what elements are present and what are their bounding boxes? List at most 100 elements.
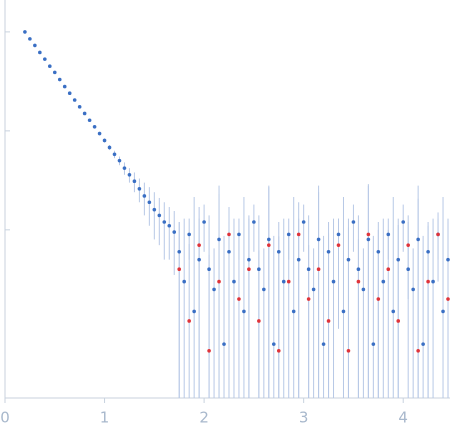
data-point: [237, 297, 241, 301]
data-point: [446, 257, 450, 262]
data-point: [257, 319, 261, 323]
data-point: [386, 267, 391, 272]
data-point: [197, 243, 201, 247]
data-point: [107, 145, 112, 150]
data-point: [117, 158, 122, 163]
data-point: [147, 200, 152, 205]
data-point: [92, 124, 97, 129]
data-point: [436, 232, 440, 237]
data-point: [346, 348, 351, 353]
data-point: [227, 232, 231, 237]
data-point: [306, 267, 311, 272]
data-point: [77, 105, 82, 109]
x-tick-label: 4: [398, 409, 408, 427]
data-point: [366, 237, 371, 242]
data-point: [207, 267, 211, 272]
data-point: [411, 287, 415, 292]
data-point: [87, 118, 92, 123]
data-point: [286, 232, 291, 237]
data-point: [177, 267, 182, 272]
data-point: [346, 257, 351, 262]
data-point: [177, 250, 182, 254]
data-point: [316, 237, 321, 242]
data-point: [301, 220, 306, 224]
data-point: [187, 319, 191, 323]
data-point: [23, 30, 27, 34]
data-point: [28, 37, 32, 41]
data-point: [416, 348, 420, 353]
data-point: [57, 77, 62, 82]
data-point: [386, 232, 391, 237]
data-point: [67, 91, 72, 96]
data-point: [406, 243, 410, 247]
x-tick-label: 0: [0, 409, 10, 427]
data-point: [257, 267, 261, 272]
data-point: [281, 279, 286, 284]
data-point: [426, 250, 430, 254]
data-point: [232, 279, 236, 284]
plot-area: [23, 30, 450, 398]
data-point: [351, 220, 356, 224]
data-point: [286, 279, 291, 284]
data-point: [262, 287, 266, 292]
x-tick-label: 3: [299, 409, 309, 427]
data-point: [167, 223, 172, 228]
data-point: [296, 257, 301, 262]
data-point: [421, 342, 425, 346]
data-point: [38, 50, 42, 55]
data-point: [97, 131, 102, 136]
data-point: [52, 70, 57, 75]
data-point: [197, 257, 201, 262]
data-point: [316, 267, 321, 272]
data-point: [321, 342, 326, 346]
data-point: [426, 279, 430, 284]
data-point: [142, 194, 147, 198]
data-point: [356, 279, 361, 284]
data-point: [391, 309, 396, 314]
data-point: [217, 279, 221, 284]
data-point: [172, 230, 177, 234]
data-point: [227, 250, 231, 254]
data-point: [396, 319, 401, 323]
data-point: [336, 243, 341, 247]
data-point: [237, 232, 241, 237]
data-point: [326, 319, 331, 323]
data-point: [381, 279, 386, 284]
data-point: [441, 309, 445, 314]
data-point: [82, 111, 87, 116]
data-point: [152, 207, 157, 212]
data-point: [276, 348, 281, 353]
data-point: [212, 287, 216, 292]
data-point: [192, 309, 196, 314]
data-point: [222, 342, 226, 346]
data-point: [267, 243, 271, 247]
data-point: [247, 257, 251, 262]
data-point: [271, 342, 276, 346]
data-point: [252, 220, 256, 224]
data-point: [187, 232, 191, 237]
data-point: [202, 220, 206, 224]
data-point: [207, 348, 211, 353]
x-tick-label: 1: [100, 409, 110, 427]
data-point: [267, 237, 271, 242]
data-point: [361, 287, 366, 292]
data-point: [62, 84, 67, 89]
data-point: [446, 297, 450, 301]
data-point: [47, 64, 52, 69]
x-tick-label: 2: [199, 409, 209, 427]
data-point: [182, 279, 186, 284]
data-point: [112, 152, 117, 157]
data-point: [242, 309, 246, 314]
data-point: [376, 250, 381, 254]
data-point: [336, 232, 341, 237]
data-point: [371, 342, 376, 346]
data-point: [376, 297, 381, 301]
data-point: [341, 309, 346, 314]
data-point: [331, 279, 336, 284]
data-point: [291, 309, 296, 314]
data-point: [406, 267, 410, 272]
data-point: [162, 220, 167, 224]
data-point: [157, 213, 162, 218]
data-point: [127, 172, 132, 177]
